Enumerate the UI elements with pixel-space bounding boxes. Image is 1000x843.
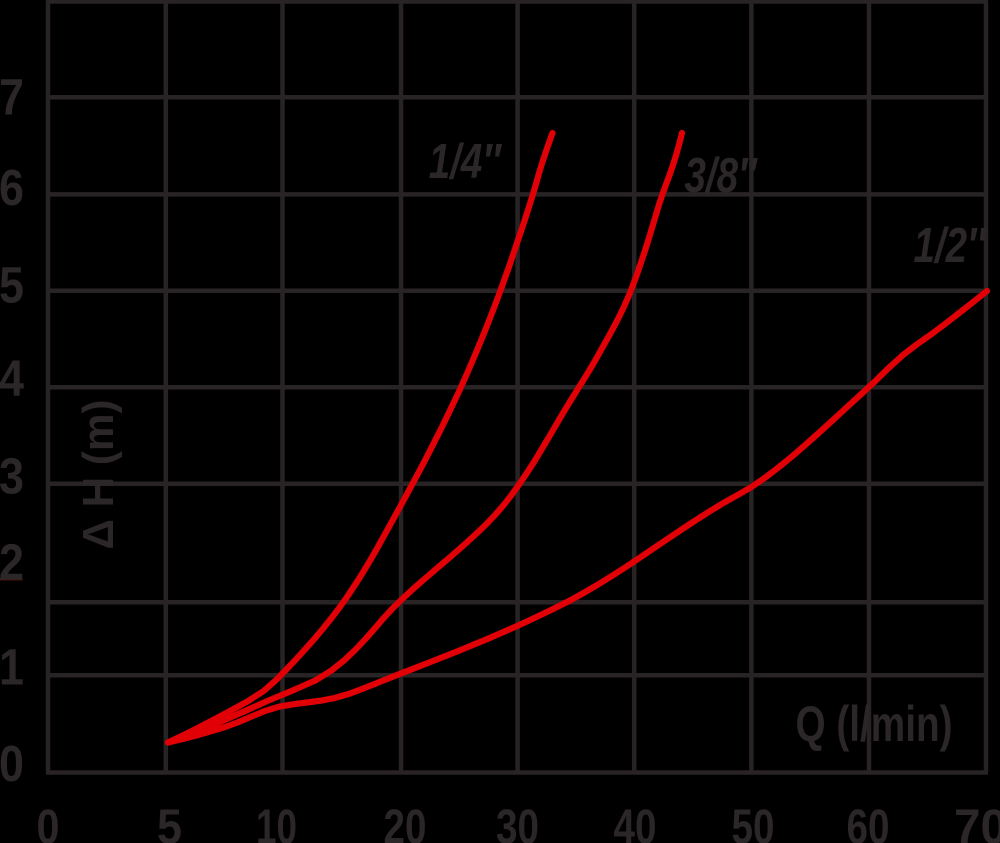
svg-text:1/2″: 1/2″ xyxy=(914,219,988,273)
svg-text:2: 2 xyxy=(0,534,24,591)
svg-text:1/4″: 1/4″ xyxy=(429,135,503,189)
svg-text:70: 70 xyxy=(954,800,1000,843)
svg-text:6: 6 xyxy=(0,159,24,216)
svg-text:5: 5 xyxy=(0,257,24,314)
svg-text:Δ H (m): Δ H (m) xyxy=(74,400,123,550)
svg-text:30: 30 xyxy=(496,800,539,843)
svg-text:0: 0 xyxy=(0,735,24,792)
svg-text:3: 3 xyxy=(0,447,24,504)
svg-text:3/8″: 3/8″ xyxy=(685,149,759,203)
svg-text:Q (l/min): Q (l/min) xyxy=(796,696,953,752)
svg-text:4: 4 xyxy=(0,350,25,407)
svg-text:50: 50 xyxy=(732,800,775,843)
svg-text:5: 5 xyxy=(157,800,182,843)
svg-text:7: 7 xyxy=(0,69,24,126)
svg-text:1: 1 xyxy=(0,639,24,696)
svg-text:20: 20 xyxy=(384,800,427,843)
svg-text:0: 0 xyxy=(37,800,60,843)
svg-text:10: 10 xyxy=(256,800,297,843)
svg-text:40: 40 xyxy=(614,800,657,843)
svg-text:60: 60 xyxy=(847,800,890,843)
